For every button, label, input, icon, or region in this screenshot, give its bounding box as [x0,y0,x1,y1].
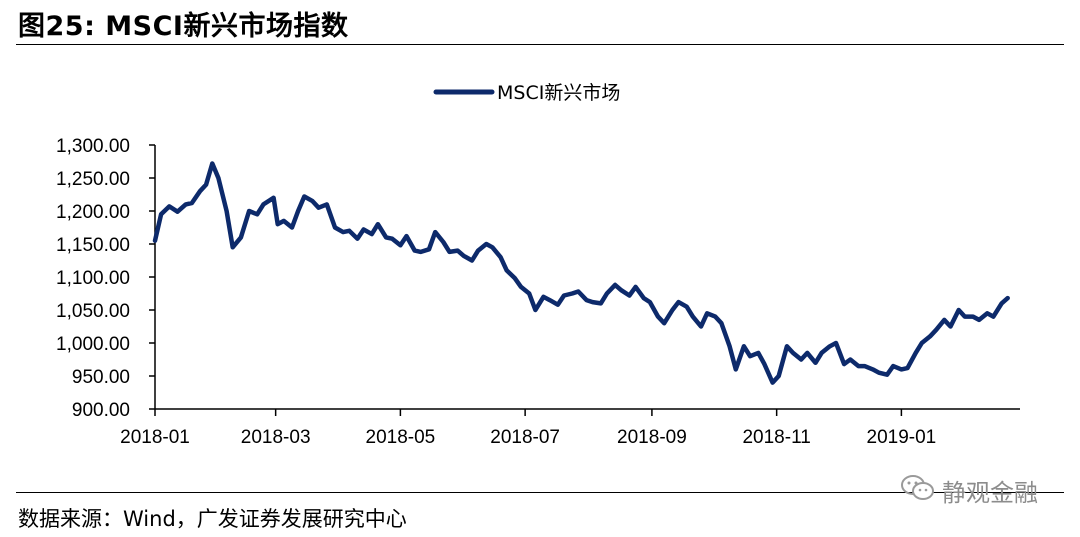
legend-label-msci-em: MSCI新兴市场 [497,82,620,104]
source-note: 数据来源：Wind，广发证券发展研究中心 [18,507,407,531]
y-tick-label: 1,000.00 [56,334,130,355]
series-line-msci-em [152,161,1010,385]
watermark: 静观金融 [900,473,1038,507]
y-tick-label: 900.00 [72,400,130,421]
y-tick-label: 1,200.00 [56,202,130,223]
y-axis: 900.00 950.00 1,000.00 1,050.00 1,100.00 1,15… [56,136,156,421]
wechat-icon [900,473,936,507]
plot-area [152,161,1010,385]
x-axis: 2018-01 2018-03 2018-05 2018-07 2018-09 2018-… [120,408,1020,448]
x-tick-label: 2019-01 [867,427,937,448]
x-tick-label: 2018-09 [617,427,687,448]
x-tick-label: 2018-07 [490,427,560,448]
y-tick-label: 1,250.00 [56,169,130,190]
y-tick-label: 950.00 [72,367,130,388]
watermark-text: 静观金融 [942,478,1038,507]
y-tick-label: 1,100.00 [56,268,130,289]
top-rule [16,44,1064,45]
x-tick-label: 2018-11 [742,427,810,448]
line-chart: MSCI新兴市场 900.00 950.00 1,000.00 1,050.00 1,1… [56,82,1020,448]
bottom-rule [16,492,1064,493]
y-tick-label: 1,050.00 [56,301,130,322]
y-tick-label: 1,300.00 [56,136,130,157]
x-tick-label: 2018-03 [241,427,311,448]
legend: MSCI新兴市场 [433,82,620,104]
x-tick-label: 2018-01 [120,427,190,448]
y-tick-label: 1,150.00 [56,235,130,256]
x-tick-label: 2018-05 [366,427,436,448]
figure-title: 图25: MSCI新兴市场指数 [18,11,349,42]
